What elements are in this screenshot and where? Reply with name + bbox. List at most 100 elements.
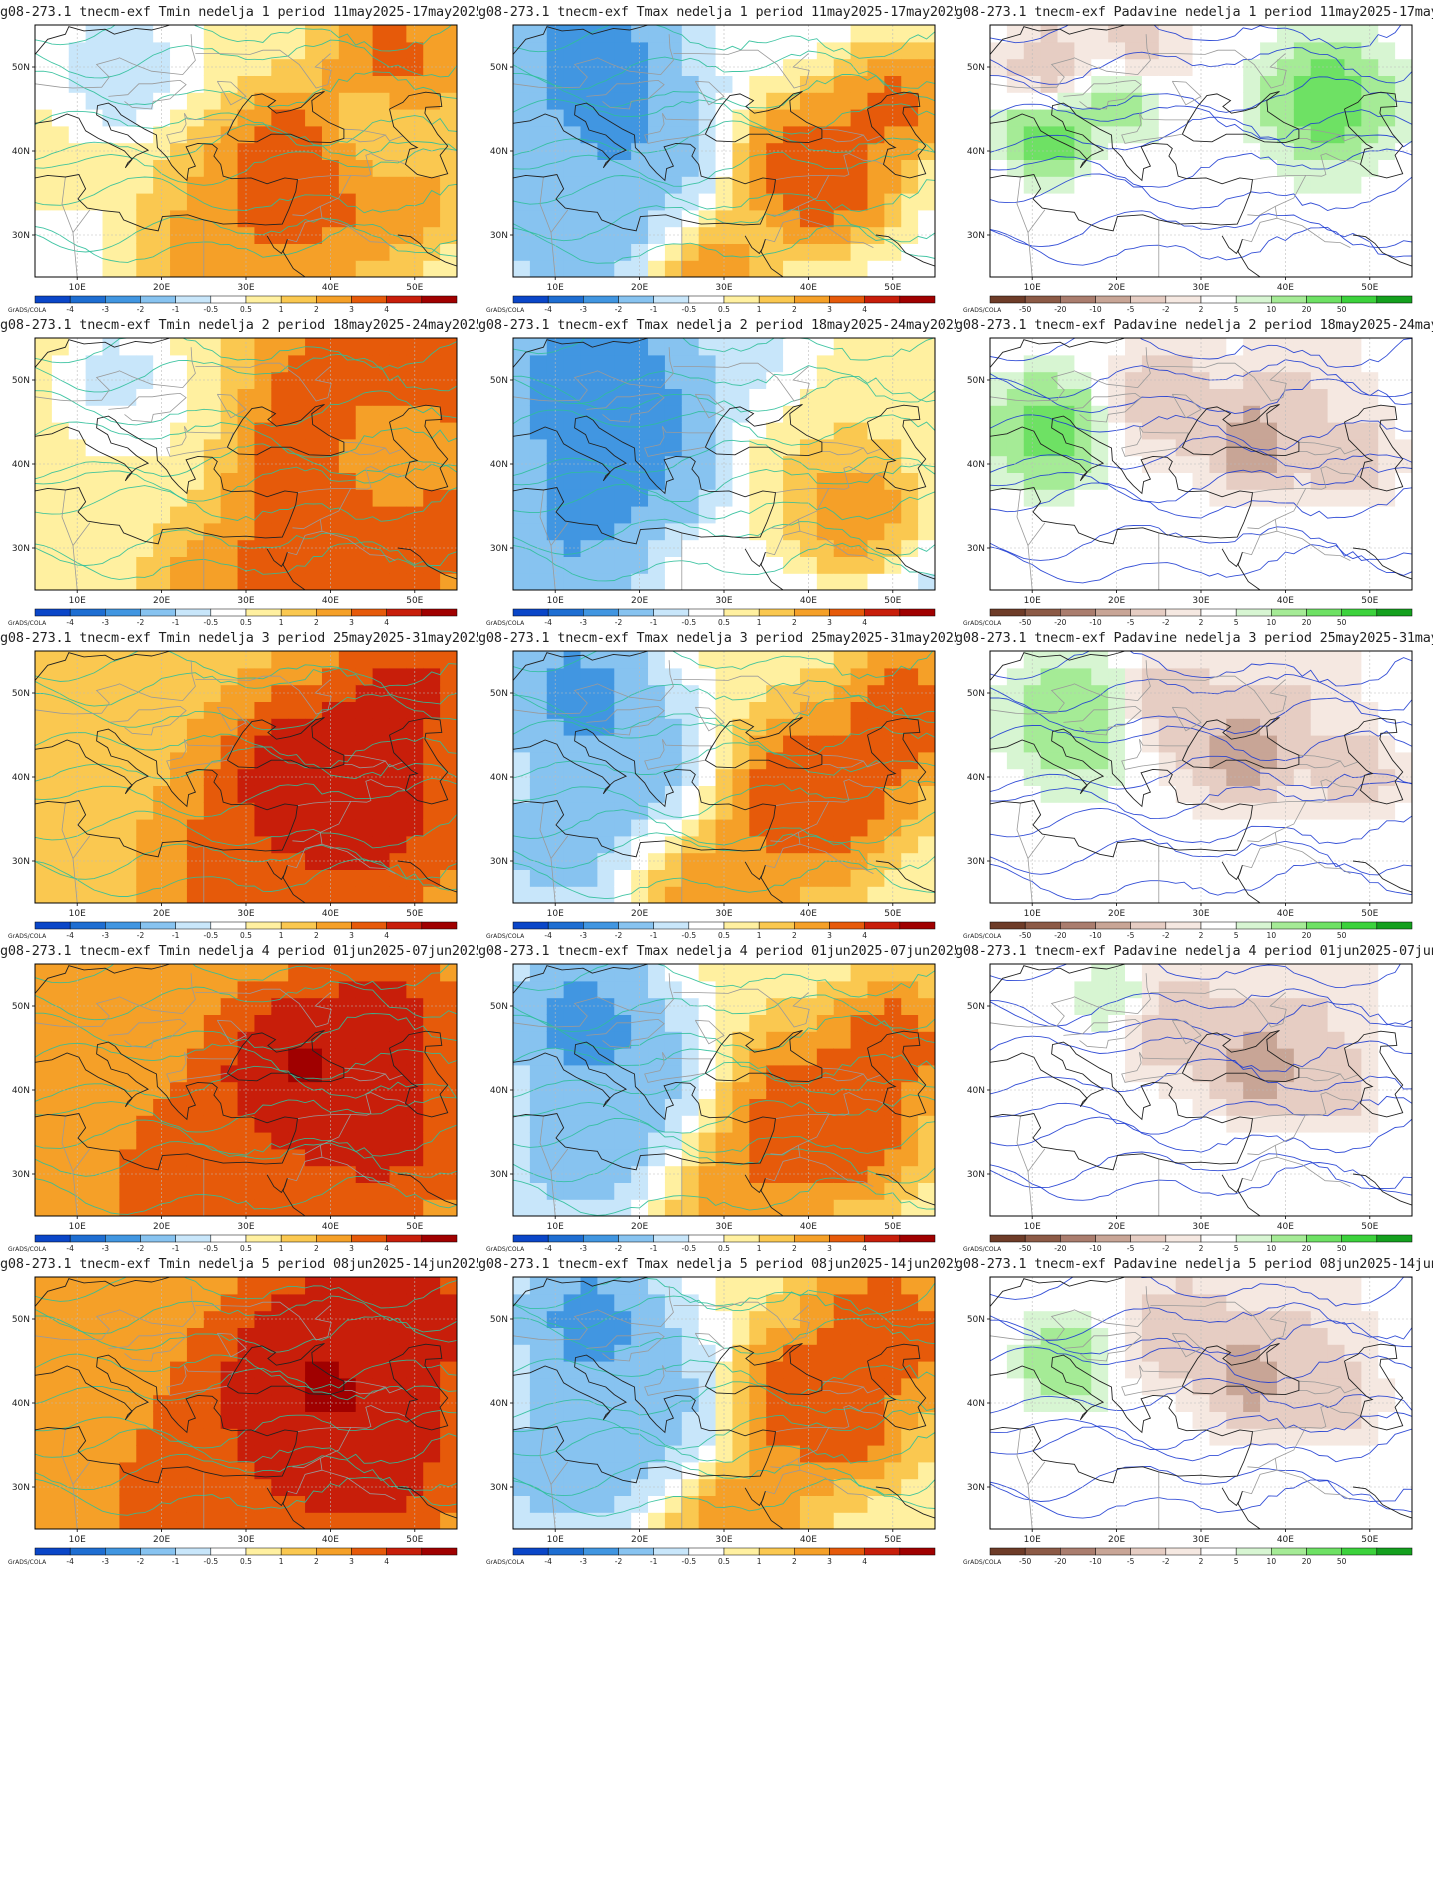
legend-label: 2 xyxy=(792,931,797,939)
map-plot: 30N 40N 50N 10E 20E 30E 40E 50E -4 -3 -2 -1 -0.5 0.5 1… xyxy=(8,1276,458,1565)
legend-label: 20 xyxy=(1302,931,1312,939)
longitude-label: 50E xyxy=(406,1222,423,1232)
color-legend: -4 -3 -2 -1 -0.5 0.5 1 2 3 4 xyxy=(512,1547,936,1565)
legend-label: 20 xyxy=(1302,305,1312,313)
legend-swatch xyxy=(140,1234,176,1243)
legend-label: -5 xyxy=(1127,1244,1135,1252)
longitude-label: 10E xyxy=(547,596,564,606)
legend-label: -1 xyxy=(172,1557,180,1565)
legend-label: -2 xyxy=(615,1557,623,1565)
latitude-label: 50N xyxy=(967,689,985,699)
legend-swatch xyxy=(583,608,619,617)
legend-label: -3 xyxy=(580,1244,588,1252)
legend-label: 50 xyxy=(1337,305,1347,313)
legend-label: -1 xyxy=(650,1244,658,1252)
legend-swatch xyxy=(34,1234,71,1243)
color-legend: -4 -3 -2 -1 -0.5 0.5 1 2 3 4 xyxy=(512,608,936,626)
legend-swatch xyxy=(1341,295,1378,304)
legend-swatch xyxy=(653,295,690,304)
legend-label: 0.5 xyxy=(240,931,252,939)
legend-label: -4 xyxy=(544,931,552,939)
grads-credit: GrADS/COLA xyxy=(8,620,47,626)
legend-label: -2 xyxy=(1162,1557,1170,1565)
latitude-label: 30N xyxy=(12,857,30,867)
legend-label: -3 xyxy=(102,1244,110,1252)
legend-swatch xyxy=(899,608,936,617)
longitude-label: 10E xyxy=(1024,1535,1041,1545)
longitude-label: 20E xyxy=(153,596,170,606)
legend-swatch xyxy=(688,1547,725,1556)
legend-swatch xyxy=(688,608,725,617)
legend-swatch xyxy=(618,608,654,617)
legend-swatch xyxy=(1095,608,1131,617)
legend-swatch xyxy=(245,1547,282,1556)
longitude-label: 10E xyxy=(69,1535,86,1545)
legend-swatch xyxy=(316,295,352,304)
legend-swatch xyxy=(210,295,247,304)
legend-label: -1 xyxy=(172,1244,180,1252)
legend-swatch xyxy=(989,295,1026,304)
legend-swatch xyxy=(1060,295,1096,304)
legend-swatch xyxy=(69,1234,106,1243)
color-legend: -50 -20 -10 -5 -2 2 5 10 20 50 xyxy=(989,921,1413,939)
longitude-label: 50E xyxy=(1361,283,1378,293)
legend-swatch xyxy=(421,608,458,617)
latitude-label: 50N xyxy=(12,63,30,73)
longitude-label: 50E xyxy=(406,909,423,919)
legend-label: -2 xyxy=(137,931,145,939)
legend-label: -1 xyxy=(650,1557,658,1565)
map-plot: 30N 40N 50N 10E 20E 30E 40E 50E -4 -3 -2 -1 -0.5 0.5 1… xyxy=(486,650,936,939)
legend-swatch xyxy=(1271,295,1307,304)
longitude-label: 40E xyxy=(322,1535,339,1545)
legend-swatch xyxy=(512,608,549,617)
panel-title: g08-273.1 tnecm-exf Padavine nedelja 1 p… xyxy=(955,4,1433,20)
legend-swatch xyxy=(69,1547,106,1556)
legend-swatch xyxy=(1341,921,1378,930)
legend-label: 2 xyxy=(792,1244,797,1252)
legend-swatch xyxy=(1165,1547,1202,1556)
legend-swatch xyxy=(1271,1234,1307,1243)
legend-swatch xyxy=(653,1234,690,1243)
map-plot: 30N 40N 50N 10E 20E 30E 40E 50E -50 -20 -10 -5 -2 2 5 1… xyxy=(963,337,1413,626)
legend-label: 3 xyxy=(827,618,832,626)
latitude-label: 50N xyxy=(967,376,985,386)
legend-swatch xyxy=(512,1234,549,1243)
panel-title: g08-273.1 tnecm-exf Tmin nedelja 1 perio… xyxy=(0,4,478,20)
legend-label: 4 xyxy=(862,305,867,313)
legend-swatch xyxy=(421,1547,458,1556)
legend-swatch xyxy=(34,1547,71,1556)
legend-swatch xyxy=(829,295,865,304)
latitude-label: 50N xyxy=(490,376,508,386)
anomaly-shading xyxy=(990,1277,1412,1529)
map-panel-tmin-week-4: g08-273.1 tnecm-exf Tmin nedelja 4 perio… xyxy=(0,939,478,1318)
legend-label: -0.5 xyxy=(204,931,219,939)
legend-label: -2 xyxy=(1162,618,1170,626)
longitude-label: 30E xyxy=(237,1535,254,1545)
legend-label: -4 xyxy=(66,305,74,313)
longitude-label: 20E xyxy=(153,909,170,919)
map-plot: 30N 40N 50N 10E 20E 30E 40E 50E -4 -3 -2 -1 -0.5 0.5 1… xyxy=(8,963,458,1252)
map-panel-tmax-week-3: g08-273.1 tnecm-exf Tmax nedelja 3 perio… xyxy=(478,626,956,1005)
legend-label: -0.5 xyxy=(682,1557,697,1565)
latitude-label: 40N xyxy=(967,147,985,157)
longitude-label: 40E xyxy=(322,909,339,919)
legend-label: 0.5 xyxy=(240,305,252,313)
legend-label: -20 xyxy=(1054,1244,1066,1252)
color-legend: -4 -3 -2 -1 -0.5 0.5 1 2 3 4 xyxy=(34,1547,458,1565)
legend-swatch xyxy=(864,295,901,304)
grads-credit: GrADS/COLA xyxy=(486,620,525,626)
longitude-label: 20E xyxy=(1108,283,1125,293)
longitude-label: 40E xyxy=(1277,596,1294,606)
latitude-label: 40N xyxy=(12,773,30,783)
latitude-label: 30N xyxy=(967,544,985,554)
legend-label: 20 xyxy=(1302,1244,1312,1252)
legend-swatch xyxy=(899,1234,936,1243)
legend-swatch xyxy=(1060,921,1096,930)
panel-title: g08-273.1 tnecm-exf Tmin nedelja 3 perio… xyxy=(0,630,478,646)
latitude-label: 30N xyxy=(967,1170,985,1180)
anomaly-shading xyxy=(513,964,935,1216)
legend-label: -0.5 xyxy=(204,305,219,313)
legend-swatch xyxy=(1306,608,1342,617)
legend-swatch xyxy=(829,608,865,617)
grads-credit: GrADS/COLA xyxy=(963,620,1002,626)
